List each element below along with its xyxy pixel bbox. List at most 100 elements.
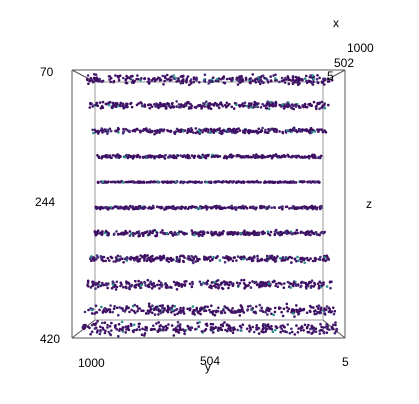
data-point bbox=[272, 181, 276, 184]
data-point bbox=[268, 233, 272, 237]
data-point bbox=[179, 181, 182, 184]
data-point bbox=[263, 181, 266, 184]
data-point bbox=[113, 304, 116, 308]
x-tick-label-1000: 1000 bbox=[347, 41, 374, 55]
data-point bbox=[130, 308, 133, 312]
data-point bbox=[168, 257, 171, 261]
data-point bbox=[194, 260, 197, 263]
data-point bbox=[188, 258, 192, 261]
data-point bbox=[106, 130, 110, 133]
data-point bbox=[232, 256, 236, 259]
data-point bbox=[111, 283, 115, 286]
data-point bbox=[189, 82, 193, 85]
data-point bbox=[138, 257, 142, 261]
data-point bbox=[125, 257, 129, 260]
data-point bbox=[320, 204, 323, 208]
data-point bbox=[224, 281, 227, 284]
data-point bbox=[317, 307, 320, 311]
data-point bbox=[254, 180, 258, 184]
data-point bbox=[203, 309, 206, 313]
data-point bbox=[260, 258, 264, 262]
data-point bbox=[139, 286, 143, 290]
data-point bbox=[316, 81, 320, 85]
data-point bbox=[294, 105, 298, 108]
data-point bbox=[128, 282, 131, 286]
data-point bbox=[222, 77, 225, 80]
data-point bbox=[189, 205, 192, 209]
data-point bbox=[114, 256, 118, 259]
data-point bbox=[249, 102, 253, 105]
data-point bbox=[152, 180, 155, 184]
data-point bbox=[231, 283, 235, 287]
data-point bbox=[305, 79, 308, 83]
data-point bbox=[286, 257, 289, 261]
data-point bbox=[241, 308, 244, 312]
data-point bbox=[282, 286, 286, 290]
data-point bbox=[199, 312, 202, 316]
data-point bbox=[286, 309, 290, 313]
data-point bbox=[285, 306, 289, 309]
data-point bbox=[333, 309, 337, 313]
data-point bbox=[270, 155, 274, 158]
data-point bbox=[213, 280, 216, 284]
data-point bbox=[254, 130, 258, 133]
data-point bbox=[97, 80, 100, 83]
data-point bbox=[177, 79, 181, 83]
data-point bbox=[169, 231, 172, 234]
data-point bbox=[238, 103, 241, 107]
data-point bbox=[220, 310, 223, 313]
data-point bbox=[232, 107, 236, 110]
data-point bbox=[161, 229, 164, 232]
data-point bbox=[129, 75, 133, 78]
data-point bbox=[233, 309, 236, 313]
data-point bbox=[255, 324, 259, 327]
data-point bbox=[290, 330, 294, 334]
data-point bbox=[310, 284, 313, 288]
data-point bbox=[292, 204, 295, 208]
data-point bbox=[123, 155, 127, 159]
data-point bbox=[204, 154, 207, 158]
data-point bbox=[146, 154, 150, 158]
data-point bbox=[306, 155, 310, 159]
data-point bbox=[250, 106, 253, 109]
data-point bbox=[217, 106, 221, 110]
data-point bbox=[270, 324, 273, 328]
data-point bbox=[137, 325, 141, 329]
data-point bbox=[87, 308, 90, 312]
data-point bbox=[126, 102, 129, 106]
data-point bbox=[242, 257, 245, 261]
data-point bbox=[124, 81, 128, 84]
data-point bbox=[281, 131, 285, 135]
data-point bbox=[303, 257, 306, 261]
data-point bbox=[221, 104, 225, 108]
data-point bbox=[216, 233, 220, 237]
data-point bbox=[190, 104, 194, 108]
data-point bbox=[265, 103, 269, 106]
data-point bbox=[281, 329, 285, 333]
data-point bbox=[154, 256, 158, 260]
data-point bbox=[214, 180, 217, 184]
data-point bbox=[95, 311, 98, 314]
data-point bbox=[210, 80, 214, 83]
data-point bbox=[143, 206, 146, 209]
data-point bbox=[109, 304, 112, 307]
data-point bbox=[212, 309, 215, 313]
data-point bbox=[326, 325, 330, 328]
data-point bbox=[95, 254, 99, 257]
data-point bbox=[230, 131, 234, 134]
data-point bbox=[263, 258, 267, 262]
data-point bbox=[172, 280, 176, 284]
data-point bbox=[290, 282, 293, 286]
data-point bbox=[318, 107, 321, 111]
data-point bbox=[289, 286, 293, 289]
data-point bbox=[294, 232, 297, 235]
data-point bbox=[323, 106, 327, 110]
data-point bbox=[192, 155, 196, 158]
data-point bbox=[157, 321, 160, 324]
data-point bbox=[227, 181, 231, 184]
data-point bbox=[247, 104, 251, 108]
data-point bbox=[177, 77, 180, 80]
data-point bbox=[194, 106, 198, 109]
data-point bbox=[189, 78, 193, 81]
data-point bbox=[147, 302, 151, 306]
